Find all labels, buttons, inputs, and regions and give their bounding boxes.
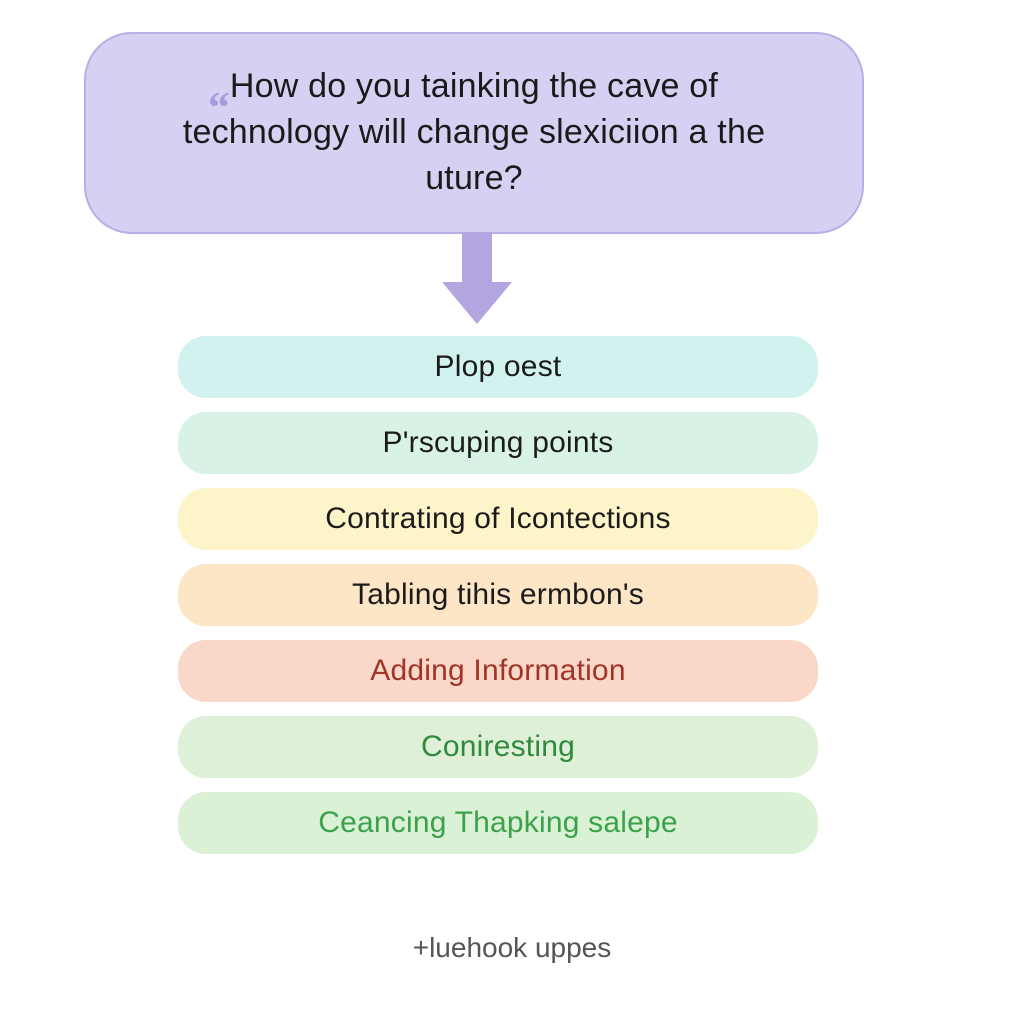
- arrow-stem: [462, 232, 492, 284]
- footer-text: +luehook uppes: [0, 932, 1024, 964]
- list-item: Ceancing Thapking salepe: [178, 792, 818, 854]
- list-item-label: Coniresting: [421, 730, 575, 764]
- arrow-down-icon: [442, 232, 512, 324]
- list-item-label: Tabling tihis ermbon's: [352, 578, 644, 612]
- list-item-label: Contrating of Icontections: [325, 502, 670, 536]
- list-item: P'rscuping points: [178, 412, 818, 474]
- list-item: Plop oest: [178, 336, 818, 398]
- list-item-label: Ceancing Thapking salepe: [318, 806, 678, 840]
- list-item: Adding Information: [178, 640, 818, 702]
- list-item-label: P'rscuping points: [383, 426, 614, 460]
- steps-list: Plop oest P'rscuping points Contrating o…: [178, 336, 818, 854]
- quote-text: How do you tainking the cave of technolo…: [156, 64, 792, 202]
- list-item: Contrating of Icontections: [178, 488, 818, 550]
- list-item: Tabling tihis ermbon's: [178, 564, 818, 626]
- arrow-head: [442, 282, 512, 324]
- quote-box: “ How do you tainking the cave of techno…: [84, 32, 864, 234]
- list-item-label: Adding Information: [370, 654, 625, 688]
- list-item-label: Plop oest: [435, 350, 562, 384]
- quote-mark-icon: “: [208, 86, 230, 130]
- list-item: Coniresting: [178, 716, 818, 778]
